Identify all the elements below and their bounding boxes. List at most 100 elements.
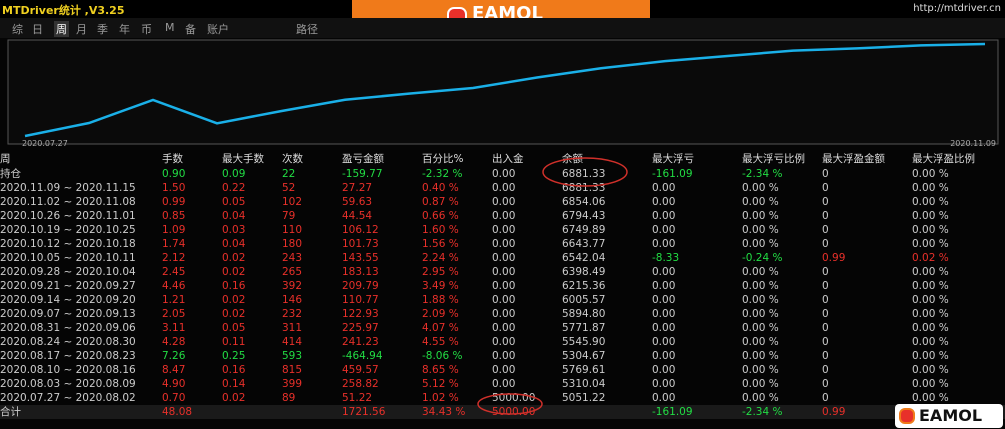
table-cell: 0: [822, 336, 829, 348]
table-cell: 0.00 %: [912, 322, 949, 334]
table-cell: 0.00: [652, 294, 676, 306]
table-cell: 0.00 %: [912, 196, 949, 208]
table-cell: 0: [822, 280, 829, 292]
table-cell: 0.02: [222, 392, 246, 404]
table-cell: 6854.06: [562, 196, 606, 208]
column-header: 最大浮亏比例: [742, 153, 805, 165]
table-cell: 52: [282, 182, 296, 194]
table-cell: 8.47: [162, 364, 186, 376]
menu-tab[interactable]: 日: [32, 23, 43, 36]
table-cell: 0.02 %: [912, 252, 949, 264]
column-header: 最大手数: [222, 153, 264, 165]
table-cell: -2.32 %: [422, 168, 463, 180]
chart-frame: [7, 39, 999, 145]
table-cell: 0.05: [222, 196, 246, 208]
table-cell: 59.63: [342, 196, 373, 208]
table-cell: 5051.22: [562, 392, 606, 404]
table-cell: 241.23: [342, 336, 379, 348]
table-cell: 34.43 %: [422, 406, 466, 418]
table-cell: 48.08: [162, 406, 193, 418]
balance-chart: 2020.07.27 2020.11.09: [7, 39, 999, 148]
table-cell: 102: [282, 196, 303, 208]
menu-tab[interactable]: 备: [185, 23, 196, 36]
table-cell: 0.09: [222, 168, 246, 180]
table-cell: 0.99: [162, 196, 186, 208]
table-cell: 0.00 %: [742, 364, 779, 376]
menu-tab[interactable]: 周: [54, 21, 69, 37]
table-cell: 1.09: [162, 224, 186, 236]
table-cell: 258.82: [342, 378, 379, 390]
table-cell: 0.00: [492, 364, 516, 376]
row-label: 2020.08.03 ~ 2020.08.09: [0, 378, 136, 390]
table-cell: 0.00: [492, 182, 516, 194]
row-label: 2020.08.24 ~ 2020.08.30: [0, 336, 136, 348]
table-cell: 7.26: [162, 350, 186, 362]
chart-start-label: 2020.07.27: [22, 139, 68, 148]
row-label: 合计: [0, 406, 21, 418]
table-cell: 4.90: [162, 378, 186, 390]
menu-tab[interactable]: 年: [119, 23, 130, 36]
table-cell: 6398.49: [562, 266, 606, 278]
table-cell: 0.00 %: [742, 224, 779, 236]
menu-tab[interactable]: 月: [76, 23, 87, 36]
table-cell: 0.00 %: [912, 224, 949, 236]
menu-tab[interactable]: 账户: [207, 23, 229, 36]
table-cell: 392: [282, 280, 303, 292]
row-label: 2020.08.17 ~ 2020.08.23: [0, 350, 136, 362]
table-cell: 0.90: [162, 168, 186, 180]
table-cell: 0.00 %: [742, 378, 779, 390]
table-cell: 6749.89: [562, 224, 606, 236]
table-cell: 122.93: [342, 308, 379, 320]
table-cell: 0.00 %: [742, 280, 779, 292]
table-cell: 2.12: [162, 252, 186, 264]
row-label: 2020.09.14 ~ 2020.09.20: [0, 294, 136, 306]
table-cell: 101.73: [342, 238, 379, 250]
table-cell: 0.00 %: [742, 294, 779, 306]
table-cell: 0.00: [652, 280, 676, 292]
chart-end-label: 2020.11.09: [950, 139, 996, 148]
table-cell: 0.14: [222, 378, 246, 390]
table-cell: 79: [282, 210, 296, 222]
table-cell: 0.99: [822, 252, 846, 264]
table-cell: -161.09: [652, 168, 693, 180]
table-cell: 2.24 %: [422, 252, 459, 264]
table-cell: 0.00 %: [912, 280, 949, 292]
column-header: 出入金: [492, 153, 524, 165]
watermark-icon: [899, 408, 915, 424]
table-cell: 0: [822, 350, 829, 362]
table-cell: 311: [282, 322, 303, 334]
table-cell: 0: [822, 224, 829, 236]
table-cell: 0.87 %: [422, 196, 459, 208]
table-cell: 0.00: [492, 210, 516, 222]
table-cell: 5000.00: [492, 406, 536, 418]
menu-tab[interactable]: 币: [141, 23, 152, 36]
column-header: 最大浮盈金额: [822, 153, 885, 165]
table-cell: 1.02 %: [422, 392, 459, 404]
table-cell: 0.00: [492, 266, 516, 278]
table-cell: 0.00 %: [912, 350, 949, 362]
table-cell: 0.02: [222, 308, 246, 320]
table-cell: 0.00 %: [912, 294, 949, 306]
table-cell: 180: [282, 238, 303, 250]
table-cell: 6881.33: [562, 182, 606, 194]
menu-tab[interactable]: 综: [12, 23, 23, 36]
menu-tab[interactable]: 路径: [296, 23, 318, 36]
table-cell: 5310.04: [562, 378, 606, 390]
table-cell: 0.00: [492, 280, 516, 292]
table-cell: 0.00 %: [912, 364, 949, 376]
menu-tab[interactable]: M: [165, 21, 175, 34]
table-cell: 0: [822, 238, 829, 250]
table-cell: 0.04: [222, 210, 246, 222]
row-label: 2020.10.05 ~ 2020.10.11: [0, 252, 136, 264]
table-cell: 0.16: [222, 364, 246, 376]
table-cell: 5894.80: [562, 308, 606, 320]
table-cell: 27.27: [342, 182, 373, 194]
table-cell: 0.99: [822, 406, 846, 418]
row-label: 2020.09.28 ~ 2020.10.04: [0, 266, 136, 278]
menu-tab[interactable]: 季: [97, 23, 108, 36]
column-header: 最大浮盈比例: [912, 153, 975, 165]
row-label: 2020.11.02 ~ 2020.11.08: [0, 196, 136, 208]
table-cell: 44.54: [342, 210, 373, 222]
table-cell: 5304.67: [562, 350, 606, 362]
